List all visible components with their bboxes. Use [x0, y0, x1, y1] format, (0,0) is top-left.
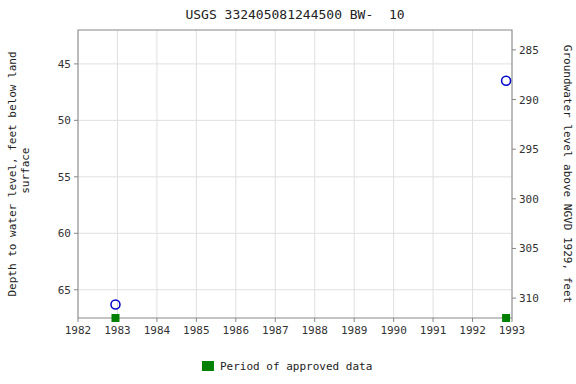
- grid-line: [314, 30, 315, 318]
- tick: [512, 99, 516, 100]
- tick-label: 285: [519, 44, 539, 57]
- grid-line: [472, 30, 473, 318]
- grid-line: [235, 30, 236, 318]
- tick: [472, 318, 473, 322]
- grid-line: [117, 30, 118, 318]
- tick-label: 300: [519, 193, 539, 206]
- grid-line: [275, 30, 276, 318]
- point: [502, 76, 511, 85]
- tick-label: 1984: [144, 324, 171, 337]
- tick-label: 1986: [223, 324, 250, 337]
- tick: [156, 318, 157, 322]
- tick: [74, 120, 78, 121]
- tick-label: 55: [58, 171, 71, 184]
- tick: [512, 49, 516, 50]
- tick-label: 305: [519, 242, 539, 255]
- tick-label: 60: [58, 227, 71, 240]
- tick-label: 1989: [341, 324, 368, 337]
- tick-label: 290: [519, 94, 539, 107]
- tick-label: 65: [58, 284, 71, 297]
- tick-label: 1990: [380, 324, 407, 337]
- tick: [78, 318, 79, 322]
- tick-label: 1983: [104, 324, 131, 337]
- tick-label: 295: [519, 143, 539, 156]
- tick-label: 1987: [262, 324, 289, 337]
- grid-line: [78, 289, 512, 290]
- tick: [74, 63, 78, 64]
- grid-line: [78, 233, 512, 234]
- tick-label: 310: [519, 292, 539, 305]
- plot-frame: [78, 30, 512, 318]
- tick: [314, 318, 315, 322]
- tick: [354, 318, 355, 322]
- tick-label: 50: [58, 114, 71, 127]
- tick: [196, 318, 197, 322]
- tick: [512, 149, 516, 150]
- tick-label: 1988: [301, 324, 328, 337]
- point: [111, 300, 120, 309]
- tick: [433, 318, 434, 322]
- grid-line: [78, 176, 512, 177]
- legend: Period of approved data: [202, 360, 372, 373]
- grid: [78, 30, 512, 318]
- tick: [512, 298, 516, 299]
- tick: [512, 318, 513, 322]
- grid-line: [393, 30, 394, 318]
- tick: [512, 198, 516, 199]
- grid-line: [156, 30, 157, 318]
- grid-line: [196, 30, 197, 318]
- tick-label: 1992: [459, 324, 486, 337]
- point: [111, 314, 119, 322]
- tick: [235, 318, 236, 322]
- tick: [74, 176, 78, 177]
- tick: [74, 233, 78, 234]
- tick: [74, 289, 78, 290]
- grid-line: [354, 30, 355, 318]
- tick-label: 1993: [499, 324, 526, 337]
- grid-line: [78, 63, 512, 64]
- grid-line: [433, 30, 434, 318]
- tick-label: 1991: [420, 324, 447, 337]
- legend-label: Period of approved data: [220, 360, 372, 373]
- tick: [512, 248, 516, 249]
- tick: [393, 318, 394, 322]
- marks: [111, 76, 511, 322]
- tick-label: 1982: [65, 324, 92, 337]
- legend-swatch: [202, 361, 214, 371]
- tick-label: 45: [58, 58, 71, 71]
- tick: [275, 318, 276, 322]
- chart: 1982 1983 1984 1985 1986 1987 1988 1989 1990 1991…: [0, 0, 576, 384]
- axis-label: Depth to water level, feet below land su…: [6, 51, 32, 296]
- point: [502, 314, 510, 322]
- grid-line: [78, 120, 512, 121]
- title: USGS 332405081244500 BW- 10: [185, 7, 404, 22]
- axis-label: Groundwater level above NGVD 1929, feet: [561, 45, 574, 303]
- tick-label: 1985: [183, 324, 210, 337]
